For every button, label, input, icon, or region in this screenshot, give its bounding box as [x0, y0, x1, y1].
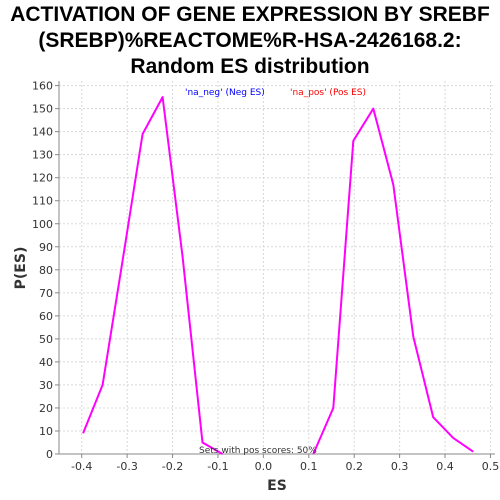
- x-tick-label: -0.1: [207, 460, 228, 473]
- legend-pos-label: 'na_pos' (Pos ES): [290, 88, 366, 98]
- chart-title-line-3: Random ES distribution: [130, 55, 370, 78]
- y-tick-label: 130: [32, 149, 53, 162]
- x-axis-label: ES: [267, 478, 287, 494]
- y-tick-label: 80: [39, 264, 53, 277]
- x-tick-label: -0.4: [71, 460, 92, 473]
- y-tick-label: 0: [46, 448, 53, 461]
- series: [82, 96, 474, 455]
- x-tick-label: 0.0: [255, 460, 273, 473]
- y-tick-label: 40: [39, 356, 53, 369]
- y-tick-label: 110: [32, 195, 53, 208]
- chart-title-line-1: ACTIVATION OF GENE EXPRESSION BY SREBF: [10, 3, 490, 26]
- y-tick-label: 60: [39, 310, 53, 323]
- pos-scores-annotation: Sets with pos scores: 50%: [199, 446, 317, 456]
- legend-neg-label: 'na_neg' (Neg ES): [185, 88, 265, 98]
- y-tick-label: 90: [39, 241, 53, 254]
- y-tick-label: 20: [39, 402, 53, 415]
- y-tick-label: 160: [32, 80, 53, 93]
- chart-title-line-2: (SREBP)%REACTOME%R-HSA-2426168.2:: [38, 29, 462, 52]
- series-line-neg-es: [82, 96, 223, 455]
- x-tick-label: 0.1: [300, 460, 318, 473]
- plot-area: [59, 81, 495, 454]
- y-tick-label: 120: [32, 172, 53, 185]
- y-tick-label: 10: [39, 425, 53, 438]
- axes: -0.4 -0.3 -0.2 -0.1 0.0 0.1 0.2 0.3 0.4 0.5 0 10 20 3…: [32, 80, 499, 473]
- chart-title: ACTIVATION OF GENE EXPRESSION BY SREBF (…: [0, 2, 500, 80]
- x-tick-label: 0.3: [391, 460, 409, 473]
- x-tick-label: -0.2: [162, 460, 183, 473]
- y-axis-label: P(ES): [13, 247, 29, 290]
- y-tick-label: 140: [32, 126, 53, 139]
- x-tick-label: 0.2: [345, 460, 363, 473]
- y-tick-label: 70: [39, 287, 53, 300]
- x-tick-label: 0.4: [436, 460, 454, 473]
- y-tick-label: 50: [39, 333, 53, 346]
- y-tick-label: 100: [32, 218, 53, 231]
- y-tick-label: 150: [32, 103, 53, 116]
- y-tick-label: 30: [39, 379, 53, 392]
- series-line-pos-es: [312, 107, 474, 455]
- x-tick-label: 0.5: [482, 460, 500, 473]
- x-tick-label: -0.3: [116, 460, 137, 473]
